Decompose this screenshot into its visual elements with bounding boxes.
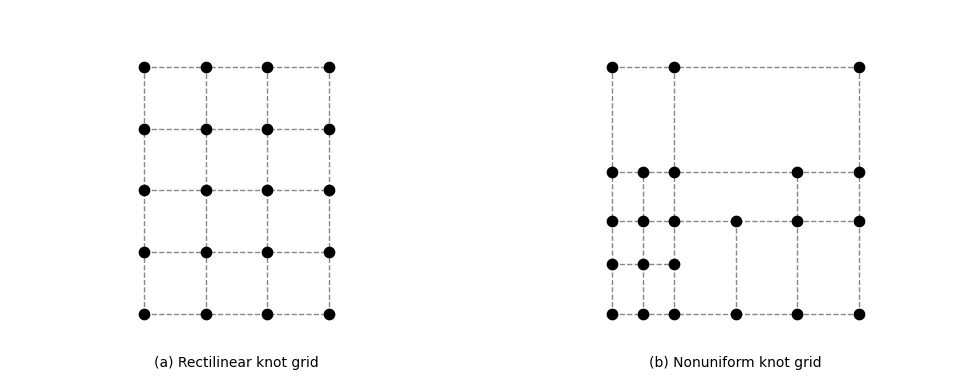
- Point: [666, 261, 681, 267]
- Point: [136, 126, 152, 132]
- Point: [260, 311, 275, 317]
- Point: [321, 64, 336, 70]
- Point: [198, 126, 214, 132]
- Point: [636, 261, 651, 267]
- Point: [198, 249, 214, 255]
- Point: [851, 64, 867, 70]
- Point: [789, 218, 805, 224]
- Point: [605, 169, 620, 175]
- Point: [605, 261, 620, 267]
- Point: [605, 64, 620, 70]
- Point: [198, 64, 214, 70]
- Point: [136, 311, 152, 317]
- Point: [605, 311, 620, 317]
- Point: [260, 249, 275, 255]
- Point: [198, 311, 214, 317]
- Point: [666, 311, 681, 317]
- Point: [260, 64, 275, 70]
- Point: [321, 249, 336, 255]
- Point: [321, 311, 336, 317]
- Point: [636, 218, 651, 224]
- Point: [789, 311, 805, 317]
- Point: [851, 169, 867, 175]
- Point: [260, 187, 275, 194]
- Text: (b) Nonuniform knot grid: (b) Nonuniform knot grid: [649, 355, 822, 370]
- Point: [136, 249, 152, 255]
- Point: [636, 311, 651, 317]
- Point: [728, 218, 744, 224]
- Point: [728, 311, 744, 317]
- Text: (a) Rectilinear knot grid: (a) Rectilinear knot grid: [155, 355, 319, 370]
- Point: [666, 218, 681, 224]
- Point: [636, 169, 651, 175]
- Point: [851, 311, 867, 317]
- Point: [198, 187, 214, 194]
- Point: [789, 169, 805, 175]
- Point: [321, 187, 336, 194]
- Point: [666, 64, 681, 70]
- Point: [851, 218, 867, 224]
- Point: [136, 64, 152, 70]
- Point: [605, 218, 620, 224]
- Point: [260, 126, 275, 132]
- Point: [321, 126, 336, 132]
- Point: [136, 187, 152, 194]
- Point: [666, 169, 681, 175]
